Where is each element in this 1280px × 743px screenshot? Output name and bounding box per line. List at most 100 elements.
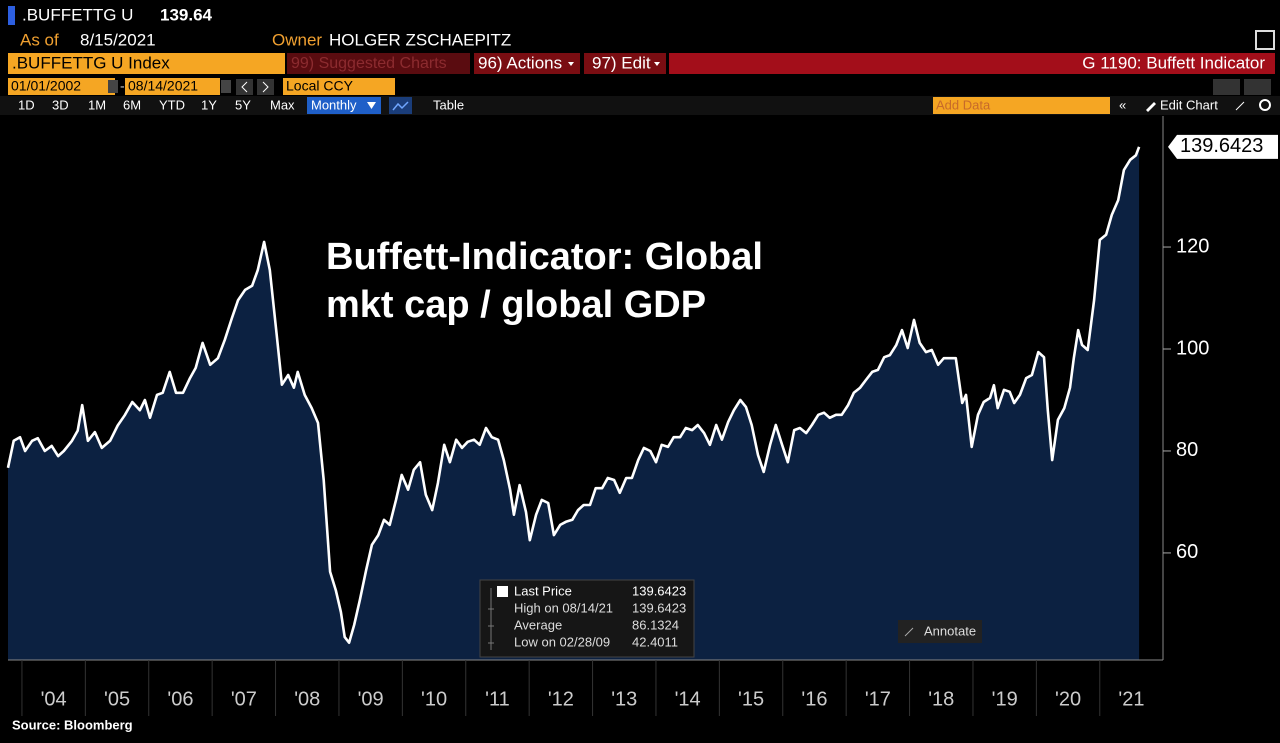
ticker: .BUFFETTG U (22, 5, 133, 24)
x-tick-label: '14 (675, 688, 701, 710)
period-buttons: 1D 3D 1M 6M YTD 1Y 5Y Max (18, 97, 295, 112)
x-tick-label: '11 (485, 688, 510, 710)
annotation: mkt cap / global GDP (326, 284, 706, 326)
prev-icon (241, 81, 248, 93)
redo-button[interactable] (1244, 79, 1271, 95)
stat-label: High on 08/14/21 (514, 600, 613, 615)
x-tick-label: '12 (548, 688, 574, 710)
actions-button[interactable] (474, 53, 580, 74)
legend-swatch (497, 586, 508, 597)
period-button[interactable]: YTD (159, 97, 185, 112)
frequency: Monthly (311, 97, 357, 112)
stat-label: Average (514, 617, 562, 632)
end-date: 08/14/2021 (128, 78, 198, 94)
y-tick-label: 60 (1176, 541, 1198, 563)
tool-icon[interactable] (1235, 101, 1245, 111)
caret (654, 62, 660, 66)
calendar-icon[interactable] (108, 80, 118, 93)
actions: 96) Actions (478, 53, 562, 72)
x-tick-label: '10 (421, 688, 447, 710)
end-date-field[interactable] (125, 78, 220, 95)
legend-box (479, 579, 695, 658)
caret (367, 102, 376, 109)
period-button[interactable]: 1D (18, 97, 35, 112)
currency: Local CCY (286, 78, 354, 94)
security-field[interactable] (8, 53, 285, 74)
as-of-label: As of (20, 30, 59, 49)
suggested-button[interactable] (287, 53, 470, 74)
add-data: Add Data (936, 97, 991, 112)
x-tick-label: '07 (231, 688, 257, 710)
x-tick-label: '09 (358, 688, 384, 710)
x-tick-label: '08 (294, 688, 320, 710)
y-tick-label: 80 (1176, 439, 1198, 461)
x-tick-label: '21 (1118, 688, 1144, 710)
annotate-icon (904, 627, 914, 637)
next-icon (262, 81, 269, 93)
suggested: 99) Suggested Charts (291, 55, 447, 72)
security: .BUFFETTG U Index (12, 53, 170, 72)
plot: 60 80 100 120 '04 '05 '06 '07 '08 '09 '10 '11 '12 '13… (6, 116, 1278, 716)
period-button[interactable]: 5Y (235, 97, 251, 112)
as-of: 8/15/2021 (80, 30, 156, 49)
start-date: 01/01/2002 (11, 78, 81, 94)
add-data-field[interactable] (933, 97, 1110, 114)
settings-icon[interactable] (1259, 99, 1271, 111)
line (6, 146, 1141, 644)
x-tick-label: '06 (167, 688, 193, 710)
edit-button[interactable] (584, 53, 666, 74)
legend-entry: Last Price (514, 583, 572, 598)
last-value: 139.6423 (1180, 135, 1263, 157)
x-tick-label: '18 (928, 688, 954, 710)
stat-value: 42.4011 (632, 634, 678, 649)
x-tick-label: '05 (104, 688, 130, 710)
edit-chart[interactable]: Edit Chart (1160, 97, 1218, 112)
x-tick-label: '16 (801, 688, 827, 710)
chart-glyph (392, 101, 409, 111)
price: 139.64 (160, 5, 213, 24)
period-button[interactable]: 1M (88, 97, 106, 112)
area (8, 146, 1140, 660)
caret (568, 62, 574, 66)
start-date-field[interactable] (8, 78, 115, 95)
table[interactable]: Table (433, 97, 464, 112)
ticker-marker (8, 6, 15, 25)
currency-field[interactable] (283, 78, 395, 95)
x-tick-label: '20 (1055, 688, 1081, 710)
next-button[interactable] (257, 79, 274, 95)
x-tick-label: '13 (611, 688, 637, 710)
prev-button[interactable] (236, 79, 253, 95)
owner: HOLGER ZSCHAEPITZ (329, 30, 511, 49)
period-button[interactable]: 1Y (201, 97, 217, 112)
undo-button[interactable] (1213, 79, 1240, 95)
period-button[interactable]: 6M (123, 97, 141, 112)
source: Source: Bloomberg (12, 717, 133, 732)
collapse-icon[interactable]: « (1119, 97, 1126, 112)
legend-glyphs (488, 588, 494, 650)
y-tick-label: 100 (1176, 337, 1209, 359)
calendar-icon[interactable] (221, 80, 231, 93)
export-icon[interactable] (1255, 30, 1275, 50)
stat-value: 139.6423 (632, 600, 686, 615)
pencil-icon (1146, 102, 1156, 112)
function-bar (669, 53, 1275, 74)
function: G 1190: Buffett Indicator (1082, 53, 1265, 72)
legend-value: 139.6423 (632, 583, 686, 598)
owner-label: Owner (272, 30, 322, 49)
x-tick-label: '15 (738, 688, 764, 710)
annotation: Buffett-Indicator: Global (326, 236, 763, 278)
stat-label: Low on 02/28/09 (514, 634, 610, 649)
annotate: Annotate (924, 623, 976, 638)
edit: 97) Edit (592, 53, 651, 72)
period-button[interactable]: Max (270, 97, 295, 112)
y-tick-label: 120 (1176, 235, 1209, 257)
x-tick-label: '17 (865, 688, 891, 710)
x-tick-label: '04 (41, 688, 67, 710)
annotate-button[interactable] (898, 620, 982, 643)
date-dash: - (120, 78, 125, 94)
period-button[interactable]: 3D (52, 97, 69, 112)
last-value-tag (1168, 134, 1278, 159)
frequency-button[interactable] (307, 97, 381, 114)
stat-value: 86.1324 (632, 617, 679, 632)
